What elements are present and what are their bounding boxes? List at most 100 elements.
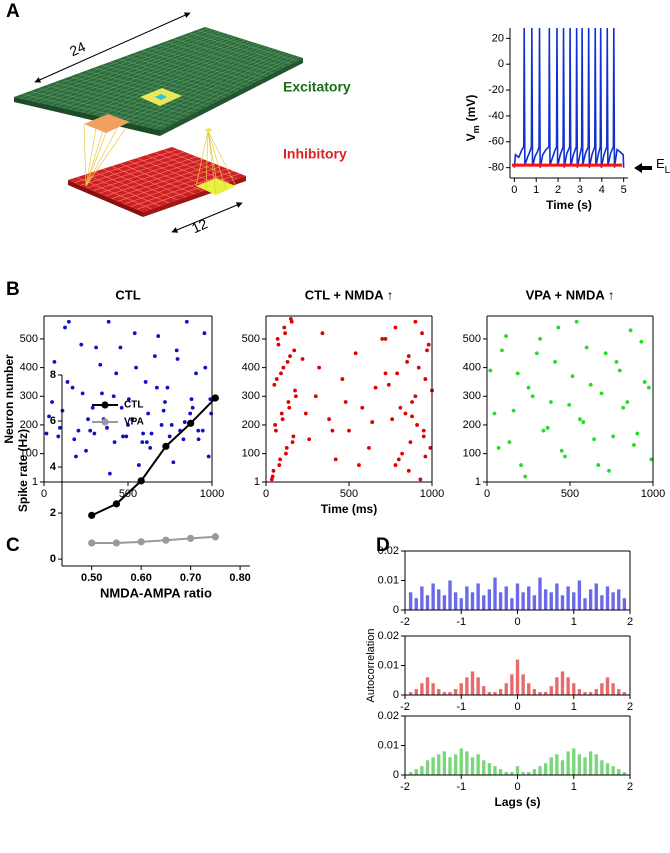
bar xyxy=(572,592,576,610)
x-tick-label: 0 xyxy=(514,781,520,793)
spike-dot xyxy=(273,423,278,427)
y-tick-label: 200 xyxy=(463,419,481,431)
spike-dot xyxy=(284,451,288,456)
spike-dot xyxy=(625,400,630,404)
spike-dot xyxy=(292,348,297,353)
bar xyxy=(498,769,503,775)
spike-dot xyxy=(270,474,275,479)
bar xyxy=(504,586,508,610)
bar xyxy=(448,757,452,775)
chart-title: VPA + NMDA ↑ xyxy=(526,287,615,302)
spike-dot xyxy=(488,368,493,373)
data-point xyxy=(88,511,96,519)
y-tick-label: 8 xyxy=(50,369,56,381)
bar xyxy=(476,583,480,610)
bar xyxy=(600,760,604,775)
spike-dot xyxy=(50,400,54,404)
spike-dot xyxy=(169,423,174,427)
x-tick-label: -2 xyxy=(400,616,410,628)
y-tick-label: 400 xyxy=(463,362,481,374)
x-tick-label: 0 xyxy=(514,616,520,628)
spike-dot xyxy=(406,354,411,359)
bar xyxy=(538,692,542,695)
panel-label: A xyxy=(6,1,20,22)
bar xyxy=(555,754,559,775)
spike-dot xyxy=(614,359,619,364)
spike-dot xyxy=(121,434,125,439)
spike-dot xyxy=(500,348,504,353)
spike-dot xyxy=(52,359,57,364)
bar xyxy=(605,586,610,610)
spike-dot xyxy=(276,342,281,347)
spike-dot xyxy=(563,454,567,459)
x-tick-label: 0 xyxy=(263,488,269,500)
spike-dot xyxy=(282,325,287,330)
bar xyxy=(583,598,587,610)
x-tick-label: -2 xyxy=(400,781,410,793)
x-tick-label: -1 xyxy=(456,781,466,793)
bar xyxy=(476,754,480,775)
bar xyxy=(459,748,463,775)
bar xyxy=(453,754,458,775)
spike-dot xyxy=(635,431,640,436)
spike-dot xyxy=(124,434,129,439)
spike-dot xyxy=(511,408,516,413)
bar xyxy=(470,671,475,695)
x-tick-label: 5 xyxy=(621,184,627,196)
spike-dot xyxy=(421,428,426,433)
label-part: E xyxy=(656,157,665,172)
x-tick-label: 2 xyxy=(627,616,633,628)
spike-dot xyxy=(206,454,211,459)
spike-dot xyxy=(367,445,371,450)
bar xyxy=(459,598,463,610)
dimension-label: 12 xyxy=(189,215,210,236)
source-patch xyxy=(204,128,213,132)
bar xyxy=(504,683,508,695)
bar xyxy=(465,751,469,775)
spike-dot xyxy=(320,331,325,336)
bar xyxy=(493,577,497,610)
bar xyxy=(622,772,627,775)
spike-dot xyxy=(47,414,51,419)
spike-dot xyxy=(287,405,292,410)
y-tick-label: 200 xyxy=(242,419,260,431)
spike-dot xyxy=(425,348,429,353)
spike-dot xyxy=(132,331,137,336)
spike-dot xyxy=(413,319,418,324)
spike-dot xyxy=(507,440,512,445)
bar xyxy=(538,766,542,775)
spike-dot xyxy=(556,325,561,330)
y-tick-label: 0 xyxy=(498,58,504,70)
spike-dot xyxy=(79,342,84,347)
y-tick-label: 400 xyxy=(242,362,260,374)
spike-dot xyxy=(280,417,285,422)
spike-dot xyxy=(406,468,411,473)
spike-dot xyxy=(163,400,167,404)
sheet-line xyxy=(135,52,287,125)
layer-label: Excitatory xyxy=(283,79,351,95)
spike-dot xyxy=(293,394,298,399)
bar xyxy=(588,692,593,695)
bar xyxy=(437,689,441,695)
spike-dot xyxy=(570,374,575,379)
spike-dot xyxy=(65,380,70,384)
spike-dot xyxy=(398,405,403,410)
bar xyxy=(459,683,463,695)
spike-dot xyxy=(92,431,97,436)
y-tick-label: 0.01 xyxy=(378,659,399,671)
spike-dot xyxy=(181,437,186,442)
y-tick-label: 1 xyxy=(32,476,38,488)
sheet-line xyxy=(153,56,300,129)
spike-dot xyxy=(343,400,348,404)
spike-dot xyxy=(423,454,428,459)
spike-dot xyxy=(405,359,409,364)
spike-dot xyxy=(165,385,170,390)
center-neuron xyxy=(155,94,167,100)
spike-dot xyxy=(70,385,75,390)
x-tick-label: 1 xyxy=(571,616,577,628)
y-axis-label: Vm (mV) xyxy=(464,95,481,142)
spike-dot xyxy=(584,345,589,350)
sheet-line xyxy=(196,29,298,62)
spike-dot xyxy=(317,365,322,370)
bar xyxy=(588,589,593,610)
